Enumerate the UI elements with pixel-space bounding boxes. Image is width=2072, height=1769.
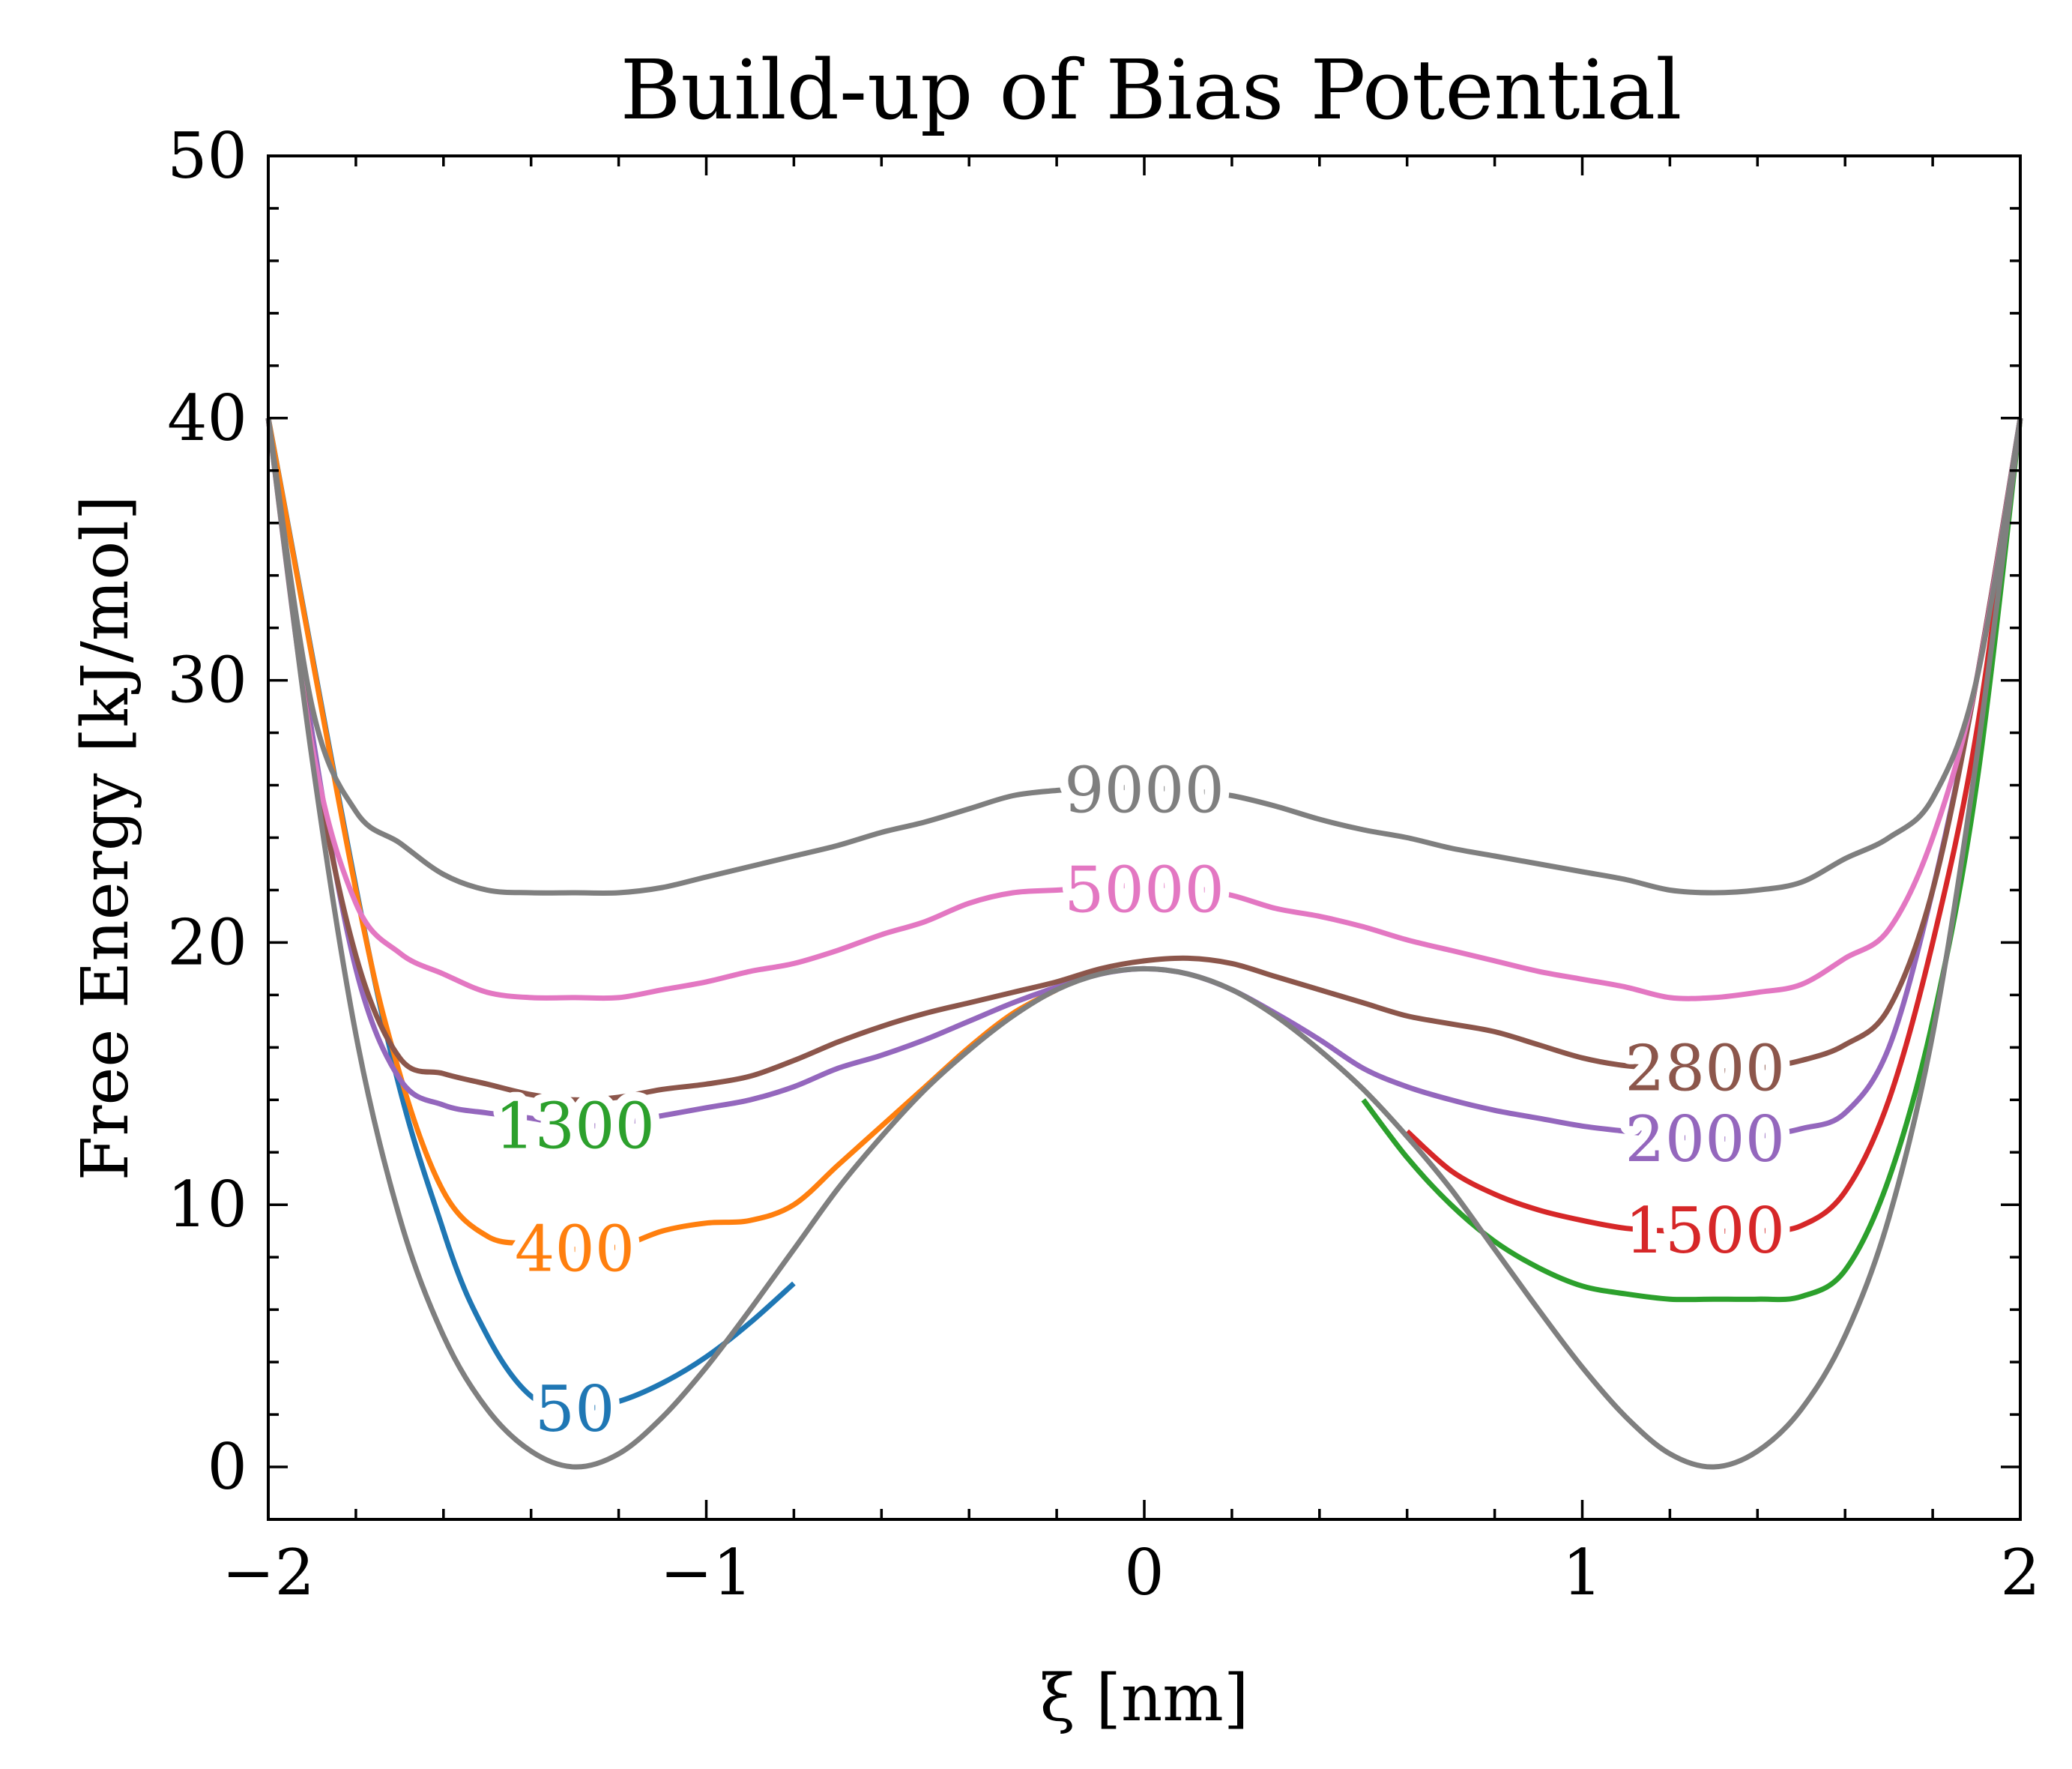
series-1500-label: 1500 <box>1625 1194 1785 1268</box>
series-2000-label: 2000 <box>1625 1103 1785 1176</box>
series-5000-label: 5000 <box>1064 854 1224 927</box>
series-9000-label: 9000 <box>1064 754 1224 828</box>
series-5000-line <box>265 418 2023 1001</box>
ticks-group <box>267 154 2022 1521</box>
series-50-label: 50 <box>535 1372 615 1446</box>
x-axis-label: ξ [nm] <box>1040 1661 1249 1736</box>
series-2800-line <box>265 418 2023 1103</box>
curves-group <box>265 418 2023 1470</box>
x-tick-label: −2 <box>222 1536 315 1609</box>
y-axis-label: Free Energy [kJ/mol] <box>68 495 143 1181</box>
y-tick-label: 50 <box>167 119 247 193</box>
y-tick-label: 20 <box>167 905 247 979</box>
series-9000-line <box>265 418 2023 896</box>
x-tick-label: 2 <box>2000 1536 2040 1609</box>
series-400-label: 400 <box>515 1213 635 1286</box>
y-tick-label: 0 <box>208 1430 247 1504</box>
y-tick-label: 30 <box>167 644 247 717</box>
plot-frame <box>267 154 2022 1521</box>
series-2800-label: 2800 <box>1625 1031 1785 1105</box>
x-tick-label: 1 <box>1562 1536 1602 1609</box>
x-tick-label: −1 <box>660 1536 753 1609</box>
series-1300-label: 1300 <box>495 1089 655 1163</box>
y-tick-label: 40 <box>167 382 247 455</box>
y-tick-label: 10 <box>167 1168 247 1241</box>
free-energy-profile-line <box>265 418 2023 1470</box>
series-1500-line <box>1405 418 2023 1235</box>
x-tick-label: 0 <box>1124 1536 1164 1609</box>
chart-title: Build-up of Bias Potential <box>620 42 1682 138</box>
